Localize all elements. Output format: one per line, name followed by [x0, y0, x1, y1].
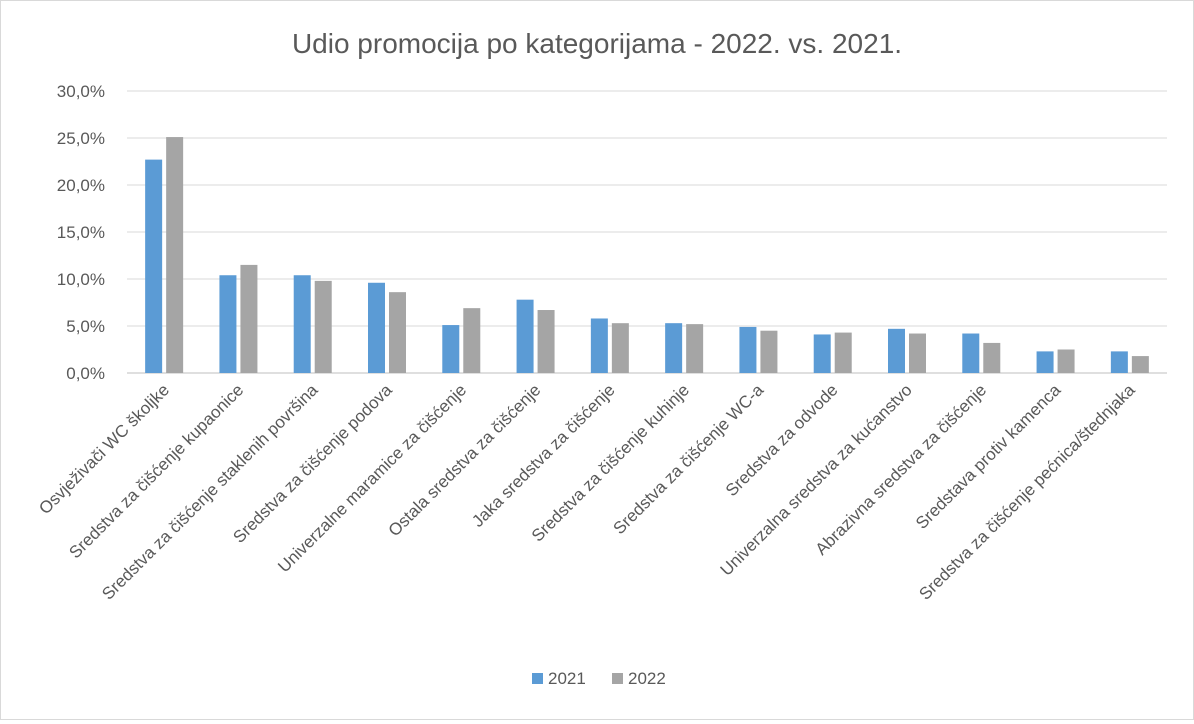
legend-swatch: [532, 673, 543, 684]
bars: [145, 137, 1149, 373]
x-category-label: Osvježivači WC školjke: [35, 380, 173, 518]
bar-2021-5: [516, 299, 534, 373]
bar-2022-11: [983, 342, 1001, 373]
bar-2022-1: [240, 264, 258, 373]
y-tick-label: 20,0%: [57, 176, 105, 195]
bar-2022-7: [686, 324, 704, 373]
bar-2021-4: [442, 325, 460, 373]
bar-2022-13: [1131, 356, 1149, 373]
y-tick-label: 25,0%: [57, 129, 105, 148]
bar-2021-13: [1110, 351, 1128, 373]
bar-2022-5: [537, 310, 555, 373]
x-category-label: Sredstva za čišćenje podova: [229, 380, 396, 547]
y-tick-label: 5,0%: [66, 317, 105, 336]
bar-2021-2: [293, 275, 311, 373]
bar-2021-3: [368, 282, 385, 373]
x-category-label: Sredstva za čišćenje WC-a: [610, 380, 768, 538]
y-tick-label: 0,0%: [66, 364, 105, 383]
bar-2021-8: [739, 326, 757, 373]
legend-swatch: [612, 673, 623, 684]
y-tick-label: 10,0%: [57, 270, 105, 289]
bar-2022-8: [760, 330, 778, 373]
bar-2021-6: [590, 318, 608, 373]
legend: 2021 2022: [532, 669, 666, 688]
x-category-label: Ostala sredstva za čišćenje: [385, 380, 545, 540]
chart-title: Udio promocija po kategorijama - 2022. v…: [292, 28, 902, 59]
bar-2022-6: [611, 323, 629, 373]
y-tick-label: 30,0%: [57, 82, 105, 101]
bar-2022-10: [909, 333, 926, 373]
bar-2022-12: [1057, 349, 1075, 373]
bar-2021-0: [145, 159, 163, 373]
x-category-label: Sredstava protiv kamenca: [912, 380, 1065, 533]
bar-2021-1: [219, 275, 237, 373]
bar-2022-0: [166, 137, 184, 373]
bar-2021-12: [1036, 351, 1054, 373]
y-tick-label: 15,0%: [57, 223, 105, 242]
bar-2021-9: [813, 334, 831, 373]
legend-label: 2021: [548, 669, 586, 688]
gridlines: [127, 90, 1167, 374]
y-axis-tick-labels: 0,0% 5,0% 10,0% 15,0% 20,0% 25,0% 30,0%: [57, 82, 105, 383]
x-category-label: Jaka sredstva za čišćenje: [468, 380, 618, 530]
bar-2021-10: [888, 328, 905, 373]
x-axis-category-labels: Osvježivači WC školjke Sredstva za čišćen…: [35, 380, 1139, 604]
bar-2022-2: [314, 280, 332, 373]
bar-2021-7: [665, 323, 683, 373]
bar-2021-11: [962, 333, 980, 373]
legend-label: 2022: [628, 669, 666, 688]
x-category-label: Sredstva za čišćenje kuhinje: [528, 380, 693, 545]
bar-2022-9: [834, 332, 852, 373]
bar-2022-4: [463, 308, 481, 373]
bar-2022-3: [389, 292, 406, 373]
